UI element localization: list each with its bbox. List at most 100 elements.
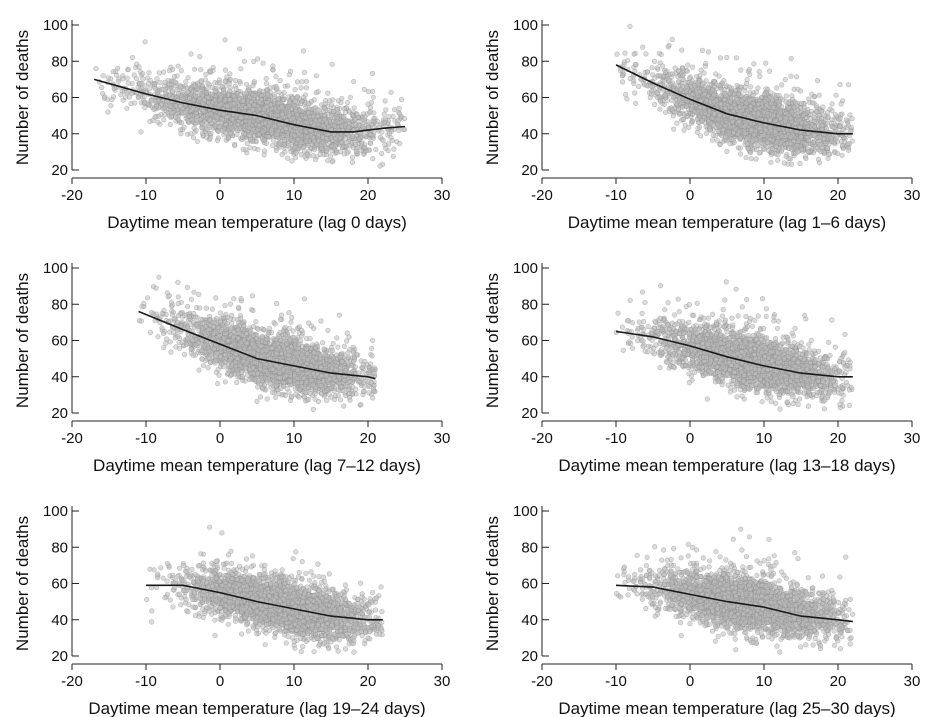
data-point xyxy=(640,44,646,50)
data-point xyxy=(349,154,356,161)
data-point xyxy=(238,66,244,72)
data-point xyxy=(298,139,304,146)
data-point xyxy=(300,48,307,54)
data-point xyxy=(252,93,258,99)
data-point xyxy=(124,105,130,111)
data-point xyxy=(789,93,795,99)
data-point xyxy=(839,152,845,158)
data-point xyxy=(129,54,136,61)
data-point xyxy=(331,108,337,115)
data-point xyxy=(737,151,744,157)
data-point xyxy=(386,130,393,137)
data-point xyxy=(374,121,380,127)
data-point xyxy=(189,117,195,123)
data-point xyxy=(250,107,256,113)
data-point xyxy=(124,90,130,96)
data-point xyxy=(391,106,398,113)
data-point xyxy=(152,86,158,92)
data-point xyxy=(113,68,119,75)
data-point xyxy=(132,100,138,106)
data-point xyxy=(347,94,354,100)
data-point xyxy=(377,163,383,169)
data-point xyxy=(256,106,262,112)
x-tick-label: -10 xyxy=(135,187,157,204)
data-point xyxy=(788,55,794,62)
data-point xyxy=(308,133,314,139)
data-point xyxy=(272,123,278,129)
data-point xyxy=(768,159,774,165)
data-point xyxy=(271,91,277,98)
data-point xyxy=(303,138,309,144)
data-point xyxy=(345,99,351,106)
data-point xyxy=(838,101,844,107)
data-point xyxy=(809,91,815,97)
data-point xyxy=(277,77,283,84)
data-point xyxy=(125,80,131,86)
data-point xyxy=(361,144,367,150)
data-point xyxy=(251,145,258,152)
data-point xyxy=(161,69,167,75)
data-point xyxy=(241,58,247,64)
data-point xyxy=(238,91,244,98)
data-point xyxy=(286,72,293,78)
data-point xyxy=(279,104,285,110)
data-point xyxy=(313,73,320,79)
data-point xyxy=(234,131,240,137)
data-point xyxy=(816,160,823,166)
data-point xyxy=(316,107,322,113)
data-point xyxy=(256,132,263,138)
data-point xyxy=(170,88,176,94)
data-point xyxy=(332,143,338,149)
data-point xyxy=(172,79,179,85)
x-tick-label: 20 xyxy=(360,187,377,204)
data-point xyxy=(181,124,187,130)
data-point xyxy=(320,123,326,129)
data-point xyxy=(169,110,175,116)
data-point xyxy=(302,153,308,159)
data-point xyxy=(306,110,312,116)
data-point xyxy=(674,120,680,126)
data-point xyxy=(724,148,730,154)
data-point xyxy=(829,101,835,107)
data-point xyxy=(360,111,366,117)
data-point xyxy=(624,96,630,102)
data-point xyxy=(219,116,225,122)
data-point xyxy=(317,151,323,157)
data-point xyxy=(342,109,348,115)
data-point xyxy=(235,122,241,128)
data-point xyxy=(192,66,198,72)
data-point xyxy=(193,93,199,99)
data-point xyxy=(218,93,224,99)
data-point xyxy=(631,51,637,57)
data-point xyxy=(109,96,115,103)
data-point xyxy=(394,121,400,127)
data-point xyxy=(283,125,289,132)
data-point xyxy=(285,155,291,161)
data-point xyxy=(237,46,243,52)
data-point xyxy=(356,136,362,142)
data-point xyxy=(264,80,270,87)
data-point xyxy=(265,92,271,98)
data-point xyxy=(391,146,397,152)
data-point xyxy=(140,76,146,82)
data-point xyxy=(142,99,148,105)
data-point xyxy=(748,156,754,162)
data-point xyxy=(190,105,196,111)
data-point xyxy=(361,86,367,92)
data-point xyxy=(188,51,194,57)
data-point xyxy=(339,123,345,129)
data-point xyxy=(290,115,296,121)
data-point xyxy=(197,96,203,102)
data-point xyxy=(665,44,671,50)
data-point xyxy=(99,84,105,91)
data-point xyxy=(162,86,168,92)
data-point xyxy=(366,88,372,95)
data-point xyxy=(146,70,152,76)
data-point xyxy=(173,114,179,120)
data-point xyxy=(679,47,685,53)
data-point xyxy=(724,54,730,61)
data-point xyxy=(137,80,143,87)
data-point xyxy=(361,132,367,138)
data-point xyxy=(334,114,340,121)
data-point xyxy=(689,64,696,70)
